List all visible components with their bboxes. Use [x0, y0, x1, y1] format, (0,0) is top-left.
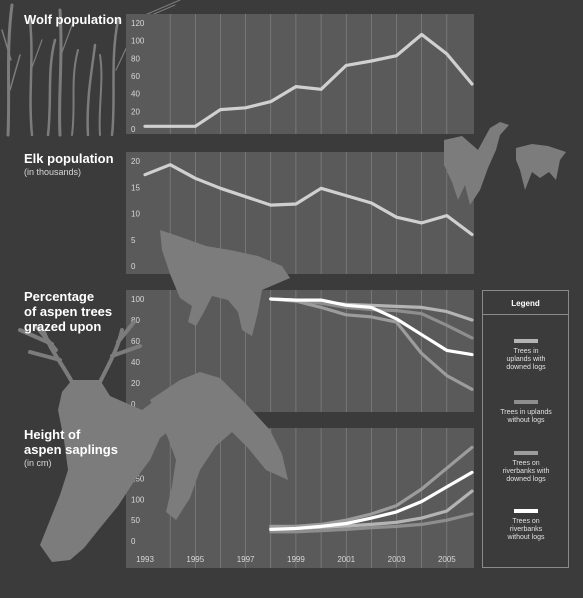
subtitle-saplings: (in cm)	[24, 458, 52, 468]
y-tick-label: 120	[131, 19, 145, 28]
legend-label: Trees on riverbanks with downed logs	[502, 460, 550, 483]
x-tick-label: 2001	[337, 555, 355, 564]
y-tick-label: 80	[131, 316, 140, 325]
legend-item-riverbanks-with-logs: Trees on riverbanks with downed logs	[487, 451, 565, 484]
legend-swatch	[514, 400, 538, 404]
y-tick-label: 60	[131, 72, 140, 81]
y-tick-label: 0	[131, 537, 136, 546]
trees-silhouette	[1, 0, 181, 137]
x-tick-label: 2003	[388, 555, 406, 564]
y-tick-label: 100	[131, 495, 145, 504]
y-tick-label: 15	[131, 183, 140, 192]
y-tick-label: 20	[131, 379, 140, 388]
legend-label: Trees on riverbanks without logs	[507, 518, 545, 541]
y-tick-label: 20	[131, 107, 140, 116]
legend: Legend Trees in uplands with downed logs…	[482, 290, 569, 568]
y-tick-label: 20	[131, 157, 140, 166]
legend-item-riverbanks-without-logs: Trees on riverbanks without logs	[487, 509, 565, 542]
series-line	[269, 297, 474, 357]
legend-swatch	[514, 451, 538, 455]
x-tick-label: 1997	[237, 555, 255, 564]
legend-item-uplands-without-logs: Trees in uplands without logs	[487, 400, 565, 425]
series-line	[269, 470, 474, 532]
title-elk: Elk population	[24, 151, 114, 166]
x-tick-label: 1995	[186, 555, 204, 564]
series-line	[143, 163, 474, 237]
series-line	[269, 445, 474, 529]
y-tick-label: 0	[131, 125, 136, 134]
x-tick-label: 1993	[136, 555, 154, 564]
legend-swatch	[514, 339, 538, 343]
y-tick-label: 60	[131, 337, 140, 346]
series-line	[269, 297, 474, 391]
subtitle-elk: (in thousands)	[24, 167, 82, 177]
legend-label: Trees in uplands without logs	[500, 409, 552, 424]
y-tick-label: 100	[131, 295, 145, 304]
legend-item-uplands-with-logs: Trees in uplands with downed logs	[487, 339, 565, 372]
y-tick-label: 0	[131, 400, 136, 409]
legend-swatch	[514, 509, 538, 513]
y-tick-label: 40	[131, 90, 140, 99]
y-tick-label: 80	[131, 54, 140, 63]
x-tick-label: 1999	[287, 555, 305, 564]
series-line	[269, 512, 474, 534]
legend-label: Trees in uplands with downed logs	[506, 348, 546, 371]
y-tick-label: 100	[131, 37, 145, 46]
y-tick-label: 150	[131, 475, 145, 484]
legend-title: Legend	[511, 299, 540, 308]
elk-silhouette	[18, 320, 288, 562]
title-saplings: Height of aspen saplings	[24, 427, 118, 457]
plot-panel	[126, 14, 474, 134]
title-grazed: Percentage of aspen trees grazed upon	[24, 289, 113, 334]
y-tick-label: 40	[131, 358, 140, 367]
y-tick-label: 50	[131, 516, 140, 525]
y-tick-label: 10	[131, 210, 140, 219]
y-tick-label: 5	[131, 236, 136, 245]
legend-divider	[483, 314, 568, 315]
title-wolf: Wolf population	[24, 12, 122, 27]
x-tick-label: 2005	[438, 555, 456, 564]
series-line	[143, 32, 474, 128]
y-tick-label: 0	[131, 262, 136, 271]
wolf-silhouette	[160, 122, 566, 336]
